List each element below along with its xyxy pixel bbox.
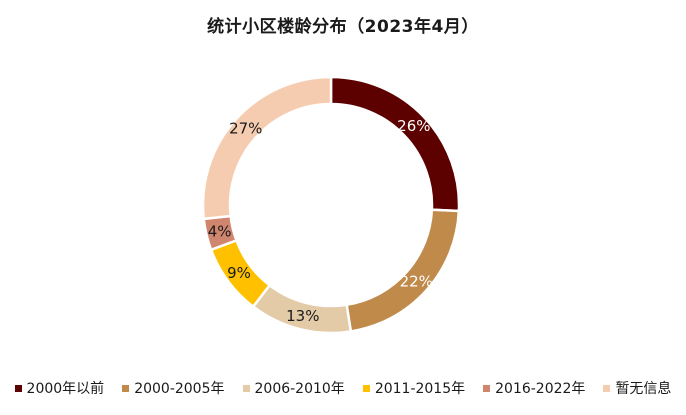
legend-label: 2000-2005年	[134, 381, 225, 397]
legend-swatch	[122, 384, 130, 392]
legend-label: 2011-2015年	[374, 381, 466, 397]
legend-label: 2006-2010年	[254, 381, 345, 397]
chart-title: 统计小区楼龄分布（2023年4月）	[207, 17, 479, 37]
donut-slice	[201, 75, 333, 221]
slice-data-label: 9%	[227, 264, 251, 282]
slice-data-label: 13%	[286, 307, 319, 325]
slice-data-label: 26%	[397, 117, 430, 135]
legend-swatch	[242, 384, 250, 392]
slice-data-label: 22%	[400, 272, 433, 290]
legend-item: 暂无信息	[603, 378, 671, 398]
legend-label: 2000年以前	[26, 381, 105, 397]
legend-swatch	[14, 384, 22, 392]
slice-data-label: 4%	[208, 222, 232, 240]
legend-item: 2011-2015年	[362, 378, 466, 398]
legend-item: 2000-2005年	[122, 378, 225, 398]
donut-slice	[345, 208, 461, 333]
slice-data-label: 27%	[229, 120, 262, 138]
legend-swatch	[603, 384, 611, 392]
legend-label: 暂无信息	[615, 381, 672, 397]
legend-item: 2006-2010年	[242, 378, 345, 398]
legend-label: 2016-2022年	[495, 381, 586, 397]
legend-item: 2016-2022年	[483, 378, 585, 398]
chart-legend: 2000年以前 2000-2005年 2006-2010年 2011-2015年 201…	[0, 378, 686, 398]
donut-slice	[329, 75, 461, 213]
legend-item: 2000年以前	[14, 378, 105, 398]
legend-swatch	[483, 384, 491, 392]
legend-swatch	[362, 384, 370, 392]
